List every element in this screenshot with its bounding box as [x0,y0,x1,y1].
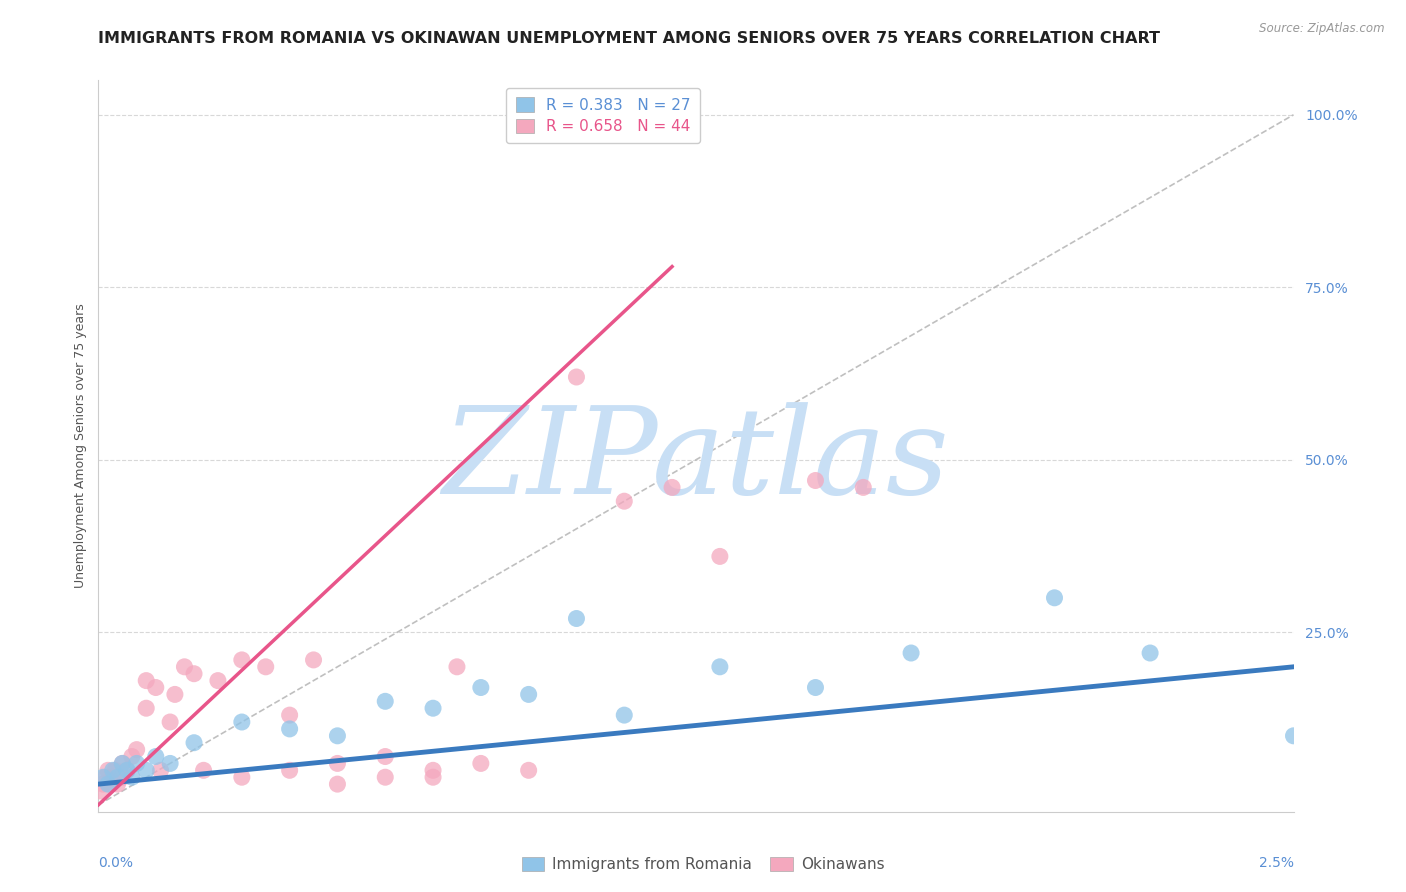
Point [207,673,229,688]
Point [173,660,195,674]
Legend: Immigrants from Romania, Okinawans: Immigrants from Romania, Okinawans [513,849,893,880]
Point [517,687,540,701]
Point [1139,646,1161,660]
Point [565,370,588,384]
Point [97,764,120,778]
Point [278,764,301,778]
Point [101,764,124,778]
Text: ZIPatlas: ZIPatlas [443,402,949,519]
Point [145,681,167,695]
Point [900,646,922,660]
Point [470,756,492,771]
Point [613,708,636,723]
Point [121,770,143,784]
Point [326,777,349,791]
Point [159,714,181,729]
Legend: R = 0.383   N = 27, R = 0.658   N = 44: R = 0.383 N = 27, R = 0.658 N = 44 [506,88,700,144]
Point [326,756,349,771]
Point [517,764,540,778]
Point [111,756,134,771]
Point [852,480,875,494]
Point [115,764,138,778]
Point [422,770,444,784]
Point [135,764,157,778]
Point [183,736,205,750]
Point [254,660,277,674]
Point [97,777,120,791]
Point [107,770,129,784]
Point [145,749,167,764]
Point [98,777,122,791]
Y-axis label: Unemployment Among Seniors over 75 years: Unemployment Among Seniors over 75 years [75,303,87,589]
Point [111,756,134,771]
Point [193,764,215,778]
Point [1043,591,1066,605]
Point [661,480,683,494]
Point [302,653,325,667]
Point [107,777,129,791]
Point [326,729,349,743]
Point [470,681,492,695]
Point [231,714,253,729]
Text: IMMIGRANTS FROM ROMANIA VS OKINAWAN UNEMPLOYMENT AMONG SENIORS OVER 75 YEARS COR: IMMIGRANTS FROM ROMANIA VS OKINAWAN UNEM… [98,31,1160,46]
Point [422,764,444,778]
Point [104,764,127,778]
Point [565,611,588,625]
Text: 0.0%: 0.0% [98,855,134,870]
Point [231,770,253,784]
Point [804,681,827,695]
Point [159,756,181,771]
Point [422,701,444,715]
Point [125,756,148,771]
Point [135,673,157,688]
Text: 2.5%: 2.5% [1258,855,1294,870]
Point [101,770,124,784]
Point [709,660,731,674]
Point [804,474,827,488]
Point [374,749,396,764]
Point [90,784,112,798]
Point [149,764,172,778]
Point [121,749,143,764]
Point [709,549,731,564]
Point [135,701,157,715]
Point [115,764,138,778]
Point [278,722,301,736]
Point [374,770,396,784]
Point [278,708,301,723]
Point [91,777,114,791]
Point [163,687,186,701]
Point [94,770,117,784]
Point [111,770,134,784]
Point [91,770,114,784]
Point [183,666,205,681]
Point [446,660,468,674]
Point [1282,729,1305,743]
Text: Source: ZipAtlas.com: Source: ZipAtlas.com [1260,22,1385,36]
Point [125,742,148,756]
Point [613,494,636,508]
Point [231,653,253,667]
Point [374,694,396,708]
